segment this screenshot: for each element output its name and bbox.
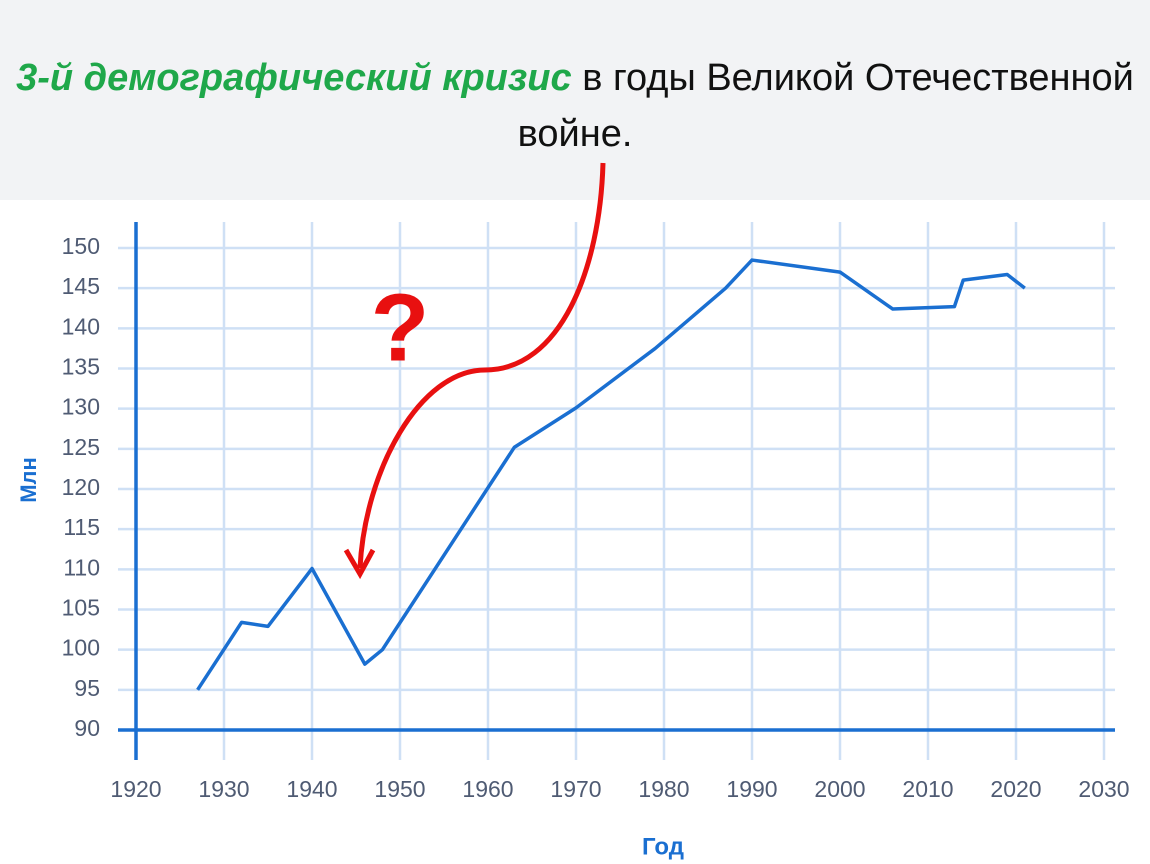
x-tick-label: 1990: [726, 776, 777, 802]
x-tick-label: 2020: [990, 776, 1041, 802]
title-highlight: 3-й демографический кризис: [16, 57, 572, 99]
x-tick-label: 1930: [198, 776, 249, 802]
header-band: [0, 0, 1150, 200]
data-line: [196, 258, 1026, 691]
y-tick-label: 140: [62, 313, 100, 339]
arrow-head: [343, 548, 376, 580]
annotation: ?: [371, 274, 430, 381]
x-tick-label: 1950: [374, 776, 425, 802]
y-tick-label: 95: [74, 675, 100, 701]
y-tick-label: 115: [63, 514, 100, 540]
title: 3-й демографический кризис в годы Велико…: [0, 50, 1150, 162]
y-tick-label: 110: [63, 554, 100, 580]
title-rest: в годы Великой Отечественной войне.: [517, 57, 1134, 155]
x-tick-label: 1970: [550, 776, 601, 802]
y-tick-label: 100: [62, 635, 100, 661]
y-tick-label: 105: [62, 595, 100, 621]
x-tick-label: 2000: [814, 776, 865, 802]
y-tick-label: 120: [62, 474, 100, 500]
y-tick-label: 135: [62, 354, 100, 380]
x-tick-label: 1920: [110, 776, 161, 802]
x-tick-label: 1960: [462, 776, 513, 802]
y-tick-label: 130: [62, 394, 100, 420]
x-tick-label: 1980: [638, 776, 689, 802]
y-tick-label: 125: [62, 434, 100, 460]
x-axis-label: Год: [642, 833, 684, 860]
x-tick-label: 1940: [286, 776, 337, 802]
y-axis-label: Млн: [16, 457, 41, 503]
y-tick-label: 145: [62, 273, 100, 299]
x-tick-label: 2010: [902, 776, 953, 802]
y-tick-label: 150: [62, 233, 100, 259]
y-tick-label: 90: [74, 715, 100, 741]
x-tick-label: 2030: [1078, 776, 1129, 802]
arrow: [357, 162, 606, 569]
